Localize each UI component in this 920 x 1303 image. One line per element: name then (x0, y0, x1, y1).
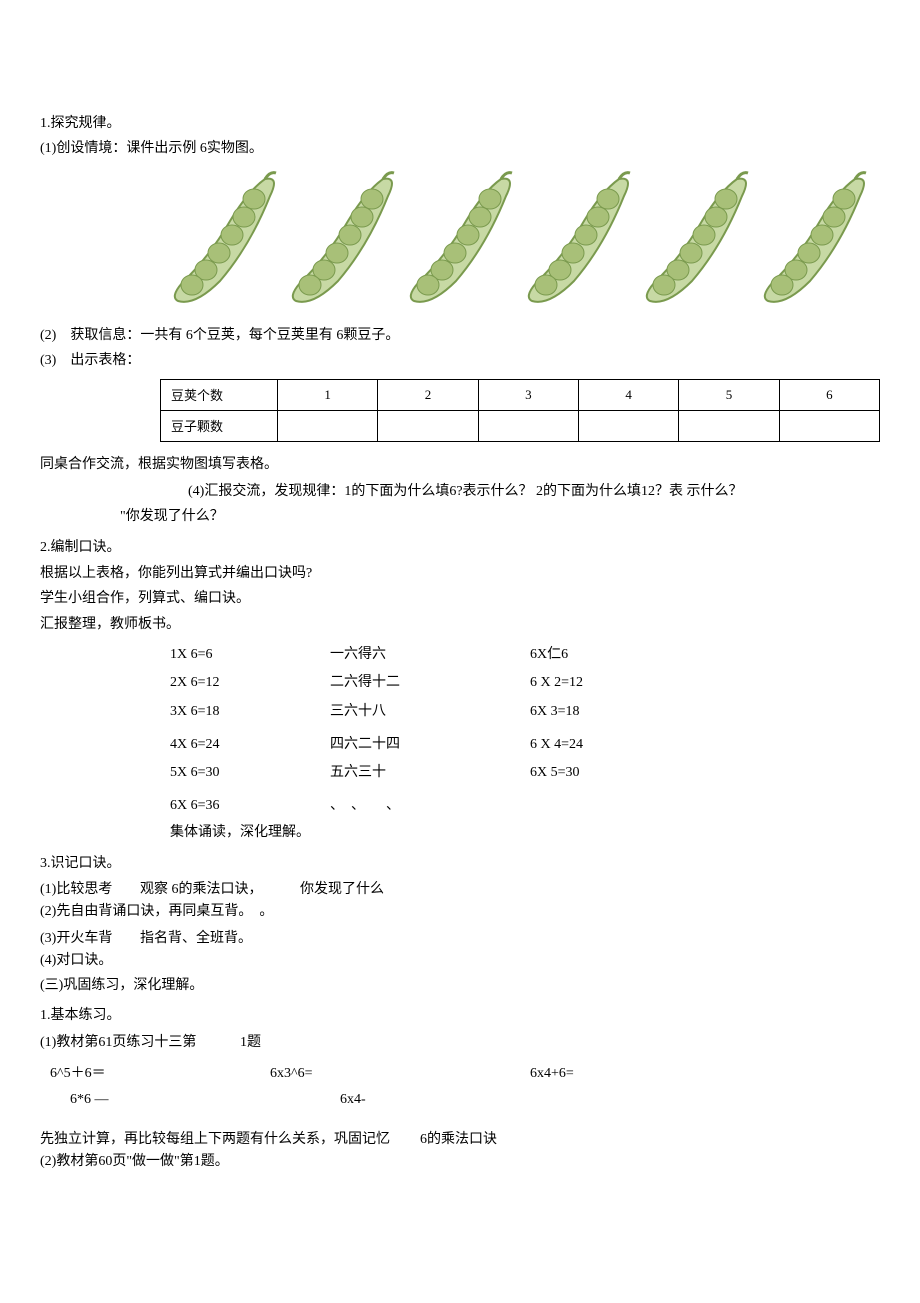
mult-cell: 5X 6=30 (170, 760, 330, 787)
cell (578, 410, 678, 441)
sec1-line2: (2) 获取信息：一共有 6个豆荚，每个豆荚里有 6颗豆子。 (40, 325, 880, 347)
bean-pod-row (170, 171, 880, 311)
exercise-cell (600, 1087, 800, 1114)
mult-cell: 二六得十二 (330, 670, 530, 697)
final-l1b: 6的乘法口诀 (420, 1128, 497, 1148)
cell: 豆荚个数 (161, 379, 278, 410)
sec3-l1b: 观察 6的乘法口诀， (140, 878, 300, 898)
mult-cell: 6X仁6 (530, 642, 730, 669)
table-row: 豆荚个数 1 2 3 4 5 6 (161, 379, 880, 410)
mult-cell: 2X 6=12 (170, 670, 330, 697)
sec1-title: 1.探究规律。 (40, 113, 880, 135)
mult-cell: 6 X 4=24 (530, 732, 730, 759)
cell: 2 (378, 379, 478, 410)
pod-table: 豆荚个数 1 2 3 4 5 6 豆子颗数 (160, 379, 880, 442)
sec2-l1: 根据以上表格，你能列出算式并编出口诀吗? (40, 563, 880, 585)
mult-cell: 6X 5=30 (530, 760, 730, 787)
mult-cell: 四六二十四 (330, 732, 530, 759)
cell: 6 (779, 379, 879, 410)
mult-cell: 6X 3=18 (530, 699, 730, 726)
bean-pod-icon (524, 171, 634, 311)
sec1-line3: (3) 出示表格： (40, 350, 880, 372)
sec4-l1a: (1)教材第61页练习十三第 (40, 1031, 240, 1051)
bean-pod-icon (170, 171, 280, 311)
sec3-l3a: (3)开火车背 (40, 927, 140, 947)
cell (378, 410, 478, 441)
exercise-cell: 6*6 — (40, 1087, 290, 1114)
bean-pod-icon (288, 171, 398, 311)
after-table-l2b: "你发现了什么？ (120, 509, 224, 524)
sec3-l5: (三)巩固练习，深化理解。 (40, 975, 880, 997)
mult-cell: 4X 6=24 (170, 732, 330, 759)
cell (679, 410, 779, 441)
mult-cell: 1X 6=6 (170, 642, 330, 669)
mult-cell: 一六得六 (330, 642, 530, 669)
exercise-cell: 6^5＋6＝ (40, 1061, 270, 1088)
cell (278, 410, 378, 441)
cell: 3 (478, 379, 578, 410)
cell: 4 (578, 379, 678, 410)
final-l1a: 先独立计算，再比较每组上下两题有什么关系，巩固记忆 (40, 1128, 420, 1148)
mult-after: 集体诵读，深化理解。 (170, 822, 880, 844)
cell (779, 410, 879, 441)
final-l2: (2)教材第60页"做一做"第1题。 (40, 1151, 880, 1173)
exercise-cell: 6x4- (290, 1087, 600, 1114)
cell (478, 410, 578, 441)
sec3-l1c: 你发现了什么 (300, 878, 384, 898)
table-row: 豆子颗数 (161, 410, 880, 441)
mult-cell: 6 X 2=12 (530, 670, 730, 697)
bean-pod-icon (760, 171, 870, 311)
sec2-title: 2.编制口诀。 (40, 537, 880, 559)
sec4-title: 1.基本练习。 (40, 1005, 880, 1027)
cell: 1 (278, 379, 378, 410)
sec4-l1b: 1题 (240, 1031, 261, 1051)
mult-cell: 3X 6=18 (170, 699, 330, 726)
sec3-l4: (4)对口诀。 (40, 950, 880, 972)
mult-cell: 、 、 、 (330, 793, 530, 820)
bean-pod-icon (642, 171, 752, 311)
sec3-l2: (2)先自由背诵口诀，再同桌互背。 。 (40, 901, 880, 923)
mult-cell: 6X 6=36 (170, 793, 330, 820)
cell: 5 (679, 379, 779, 410)
sec1-line1: (1)创设情境：课件出示例 6实物图。 (40, 138, 880, 160)
mult-cell (530, 793, 730, 820)
multiplication-table: 1X 6=6一六得六6X仁6 2X 6=12二六得十二6 X 2=12 3X 6… (170, 642, 880, 845)
exercise-cell: 6x3^6= (270, 1061, 530, 1088)
sec2-l2: 学生小组合作，列算式、编口诀。 (40, 588, 880, 610)
mult-cell: 五六三十 (330, 760, 530, 787)
sec3-l1a: (1)比较思考 (40, 878, 140, 898)
mult-cell: 三六十八 (330, 699, 530, 726)
cell: 豆子颗数 (161, 410, 278, 441)
sec2-l3: 汇报整理，教师板书。 (40, 614, 880, 636)
exercise-cell: 6x4+6= (530, 1061, 730, 1088)
bean-pod-icon (406, 171, 516, 311)
sec3-l3b: 指名背、全班背。 (140, 927, 252, 947)
sec3-title: 3.识记口诀。 (40, 853, 880, 875)
after-table-l1: 同桌合作交流，根据实物图填写表格。 (40, 454, 880, 476)
exercise-grid: 6^5＋6＝ 6x3^6= 6x4+6= 6*6 — 6x4- (40, 1061, 880, 1114)
after-table-l2a: (4)汇报交流，发现规律：1的下面为什么填6?表示什么？ 2的下面为什么填12？… (188, 484, 743, 499)
